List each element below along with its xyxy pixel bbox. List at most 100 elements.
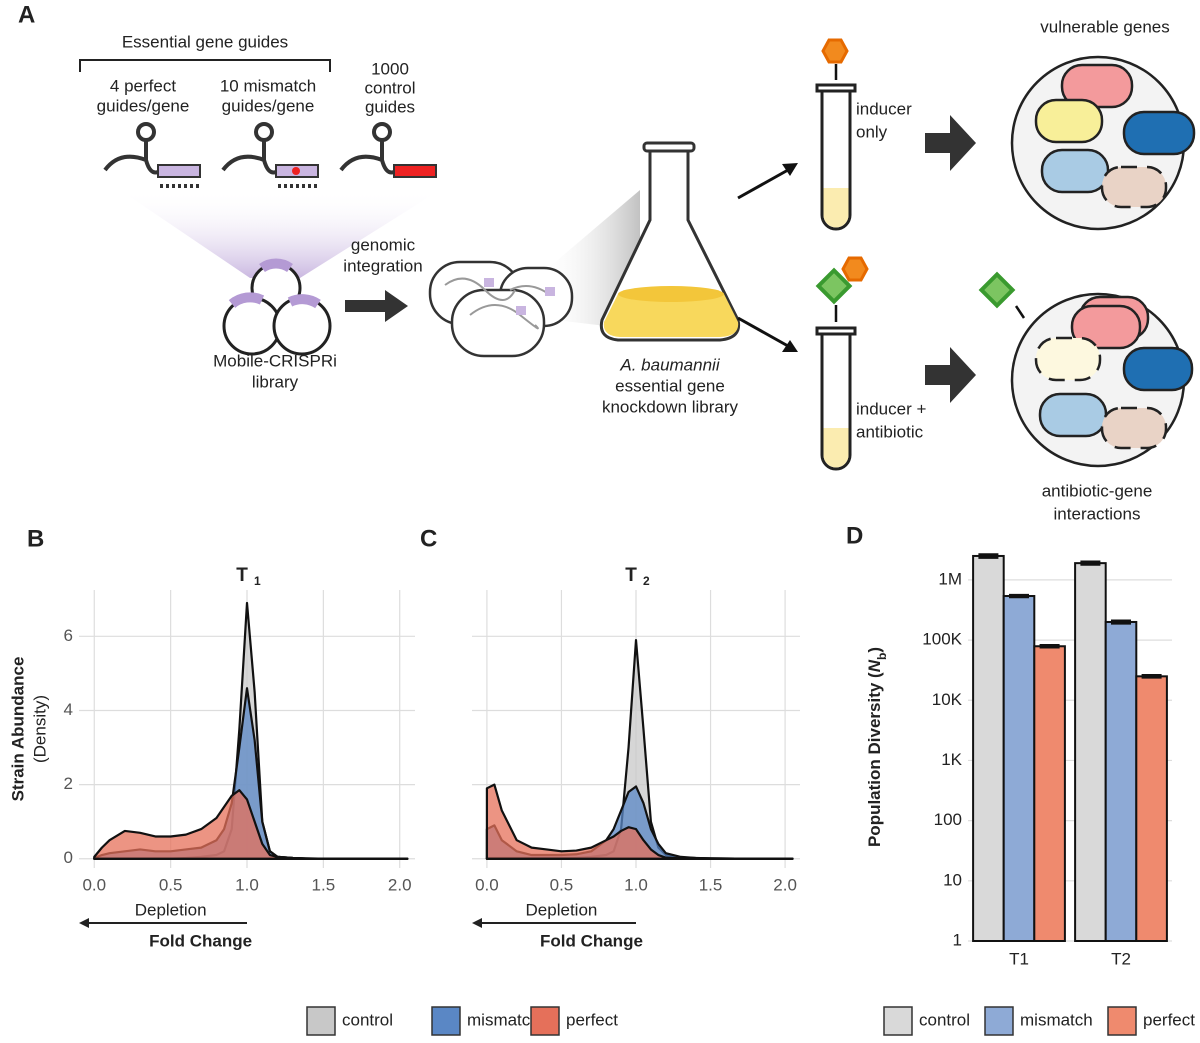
error-bar (1111, 619, 1131, 625)
legend-swatch (530, 1006, 560, 1036)
fan (120, 190, 440, 278)
bar (1033, 645, 1066, 942)
cells (428, 260, 574, 358)
y-axis-label-part: b (875, 653, 889, 660)
outcome-label: interactions (1054, 504, 1141, 523)
guide-label: guides/gene (97, 96, 190, 115)
y-tick-label: 2 (64, 774, 73, 793)
guide-label: guides (365, 97, 415, 116)
y-tick-label: 100K (922, 630, 962, 649)
x-tick-label: 2.0 (388, 875, 412, 894)
x-tick-label: 0.0 (82, 875, 106, 894)
panel-label: B (27, 525, 44, 552)
library-label: library (252, 372, 299, 391)
bar (972, 554, 1005, 943)
error-bar (978, 553, 999, 559)
panel-label: A (18, 1, 35, 28)
x-tick-label: 1.5 (312, 875, 336, 894)
y-axis-label: Population Diversity (Nb) (865, 647, 889, 847)
x-tick-label: 2.0 (773, 875, 797, 894)
annotation: Depletion (135, 900, 207, 919)
chart-title: T (236, 565, 248, 586)
legend-swatch (883, 1006, 913, 1036)
y-axis-label-part: ) (865, 647, 884, 653)
drop-arrows (834, 64, 1026, 322)
outcome-label: antibiotic-gene (1042, 481, 1153, 500)
error-bar (1141, 674, 1162, 679)
panel-label: D (846, 522, 863, 549)
outcome-label: vulnerable genes (1040, 17, 1169, 36)
arrowhead (782, 163, 798, 176)
x-tick-label: 1.0 (624, 875, 648, 894)
guide-label: 10 mismatch (220, 76, 316, 95)
arrow (345, 290, 408, 322)
y-tick-label: 10 (943, 870, 962, 889)
arrow (925, 115, 976, 171)
panel-a: A Essential gene guides 4 perfect guides… (18, 1, 1196, 523)
y-axis-label-part: N (865, 659, 884, 672)
legend-label: control (919, 1010, 970, 1029)
x-tick-label: 1.0 (235, 875, 259, 894)
chart-title: T (625, 565, 637, 586)
bar (1135, 675, 1168, 942)
bar (1104, 620, 1138, 942)
legend-swatch (431, 1006, 461, 1036)
y-tick-label: 0 (64, 848, 73, 867)
chart-title-subscript: 1 (254, 574, 261, 588)
outcome-dishes (1010, 55, 1196, 468)
condition-label: inducer (856, 99, 912, 118)
condition-label: antibiotic (856, 422, 924, 441)
guide-icons (103, 122, 437, 188)
annotation: Depletion (526, 900, 598, 919)
y-axis-label-part: Population Diversity ( (865, 672, 884, 847)
strain-library-label: essential gene (615, 376, 725, 395)
condition-label: only (856, 122, 888, 141)
error-bar (1039, 644, 1060, 649)
legend-label: mismatch (467, 1010, 540, 1029)
y-axis-label: (Density) (30, 695, 49, 763)
legend-swatch (1107, 1006, 1137, 1036)
arrowhead (782, 340, 798, 352)
x-tick-label: 0.5 (550, 875, 574, 894)
arrowhead (472, 918, 482, 928)
condition-label: inducer + (856, 399, 926, 418)
guide-label: guides/gene (222, 96, 315, 115)
y-tick-label: 10K (932, 690, 963, 709)
integration-label: genomic (351, 235, 416, 254)
legend-label: perfect (1143, 1010, 1195, 1029)
density-area (485, 783, 794, 860)
y-tick-label: 1K (941, 750, 962, 769)
guide-label: 1000 (371, 59, 409, 78)
x-tick-label: 0.0 (475, 875, 499, 894)
y-axis-label: Strain Abundance (8, 657, 27, 802)
plasmids (222, 258, 332, 356)
x-tick-label: 0.5 (159, 875, 183, 894)
inducer (841, 256, 869, 282)
bar (1002, 595, 1036, 942)
flask (599, 141, 741, 342)
x-axis-label: Fold Change (149, 931, 252, 950)
guide-header: Essential gene guides (122, 32, 288, 51)
y-tick-label: 6 (64, 626, 73, 645)
legend-swatch (984, 1006, 1014, 1036)
legend-label: perfect (566, 1010, 618, 1029)
library-label: Mobile-CRISPRi (213, 351, 337, 370)
arrow (925, 347, 976, 403)
strain-library-label: A. baumannii (619, 355, 720, 374)
panel-label: C (420, 525, 437, 552)
bar (1074, 562, 1107, 942)
y-tick-label: 1M (938, 569, 962, 588)
y-tick-label: 1 (953, 930, 962, 949)
arrowhead (79, 918, 89, 928)
x-axis-label: Fold Change (540, 931, 643, 950)
strain-library-label: knockdown library (602, 397, 739, 416)
integration-label: integration (343, 256, 422, 275)
y-tick-label: 4 (64, 700, 73, 719)
legend-label: control (342, 1010, 393, 1029)
antibiotic (815, 267, 853, 305)
error-bar (1009, 593, 1029, 599)
y-tick-label: 100 (934, 810, 962, 829)
split-arrows (737, 168, 789, 348)
x-tick-label: 1.5 (699, 875, 723, 894)
